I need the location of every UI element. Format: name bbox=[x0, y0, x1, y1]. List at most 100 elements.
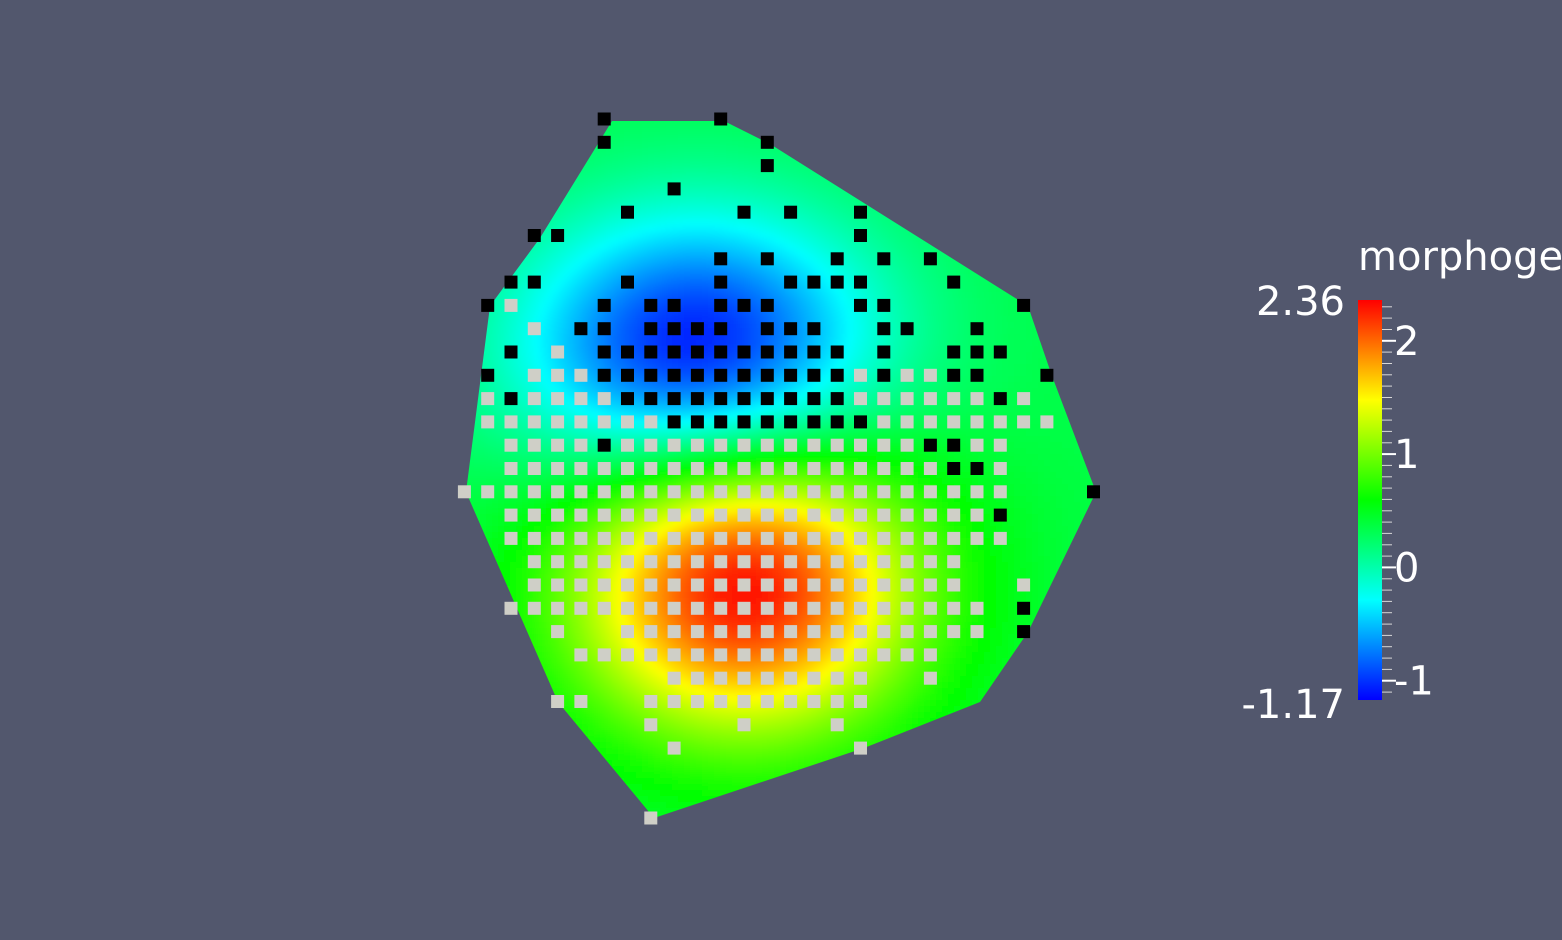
cell-grey bbox=[644, 625, 658, 639]
cell-grey bbox=[737, 648, 751, 662]
cell-grey bbox=[574, 368, 588, 382]
cell-grey bbox=[481, 415, 495, 429]
cell-grey bbox=[504, 462, 518, 475]
cell-grey bbox=[527, 601, 541, 615]
cell-grey bbox=[644, 555, 658, 569]
cell-grey bbox=[644, 438, 658, 452]
colorbar-gradient bbox=[1358, 300, 1382, 700]
cell-grey bbox=[714, 578, 728, 592]
cell-grey bbox=[854, 601, 867, 615]
cell-black bbox=[714, 298, 728, 312]
cell-grey bbox=[877, 648, 891, 662]
cell-grey bbox=[970, 601, 984, 615]
cell-black bbox=[644, 322, 658, 336]
cell-grey bbox=[807, 625, 821, 639]
cell-black bbox=[737, 345, 751, 359]
cell-black bbox=[1017, 625, 1031, 639]
cell-grey bbox=[504, 531, 518, 545]
cell-grey bbox=[597, 531, 611, 545]
cell-grey bbox=[900, 625, 914, 639]
cell-grey bbox=[644, 508, 658, 522]
cell-grey bbox=[527, 462, 541, 475]
cell-grey bbox=[807, 695, 821, 708]
cell-black bbox=[667, 182, 681, 196]
cell-grey bbox=[690, 485, 704, 499]
cell-grey bbox=[784, 531, 798, 545]
cell-grey bbox=[667, 531, 681, 545]
cell-grey bbox=[807, 508, 821, 522]
colorbar-tick-label: -1 bbox=[1394, 659, 1434, 705]
cell-grey bbox=[597, 485, 611, 499]
cell-grey bbox=[830, 508, 844, 522]
cell-grey bbox=[667, 671, 681, 685]
cell-grey bbox=[784, 508, 798, 522]
cell-grey bbox=[760, 695, 774, 708]
cell-grey bbox=[551, 695, 565, 708]
cell-grey bbox=[690, 555, 704, 569]
cell-grey bbox=[877, 578, 891, 592]
cell-black bbox=[737, 415, 751, 429]
cell-black bbox=[1017, 298, 1031, 312]
cell-grey bbox=[621, 462, 634, 475]
cell-grey bbox=[900, 508, 914, 522]
cell-grey bbox=[737, 438, 751, 452]
cell-grey bbox=[527, 485, 541, 499]
cell-grey bbox=[574, 578, 588, 592]
cell-black bbox=[644, 298, 658, 312]
cell-grey bbox=[854, 578, 867, 592]
cell-black bbox=[667, 345, 681, 359]
cell-grey bbox=[900, 438, 914, 452]
cell-grey bbox=[690, 462, 704, 475]
cell-black bbox=[597, 368, 611, 382]
cell-grey bbox=[527, 438, 541, 452]
cell-grey bbox=[923, 462, 937, 475]
cell-grey bbox=[877, 415, 891, 429]
cell-grey bbox=[807, 438, 821, 452]
cell-grey bbox=[457, 485, 471, 499]
colorbar-max-label: 2.36 bbox=[1256, 279, 1345, 325]
cell-grey bbox=[947, 555, 961, 569]
cell-grey bbox=[877, 392, 891, 406]
cell-grey bbox=[923, 392, 937, 406]
cell-black bbox=[877, 252, 891, 266]
cell-grey bbox=[667, 741, 681, 755]
cell-grey bbox=[644, 811, 658, 825]
cell-grey bbox=[644, 578, 658, 592]
cell-grey bbox=[714, 531, 728, 545]
cell-grey bbox=[551, 438, 565, 452]
cell-grey bbox=[481, 485, 495, 499]
cell-black bbox=[481, 298, 495, 312]
cell-grey bbox=[760, 601, 774, 615]
cell-black bbox=[690, 415, 704, 429]
cell-black bbox=[900, 322, 914, 336]
cell-grey bbox=[923, 368, 937, 382]
cell-black bbox=[970, 368, 984, 382]
cell-grey bbox=[993, 438, 1007, 452]
cell-black bbox=[807, 322, 821, 336]
cell-black bbox=[621, 205, 634, 219]
cell-grey bbox=[900, 648, 914, 662]
cell-grey bbox=[667, 601, 681, 615]
cell-grey bbox=[830, 555, 844, 569]
cell-grey bbox=[760, 625, 774, 639]
cell-grey bbox=[900, 555, 914, 569]
cell-grey bbox=[690, 671, 704, 685]
cell-grey bbox=[527, 392, 541, 406]
cell-grey bbox=[737, 671, 751, 685]
cell-grey bbox=[830, 718, 844, 732]
cell-black bbox=[667, 368, 681, 382]
cell-black bbox=[690, 345, 704, 359]
cell-black bbox=[784, 205, 798, 219]
cell-grey bbox=[807, 671, 821, 685]
cell-grey bbox=[597, 392, 611, 406]
cell-black bbox=[667, 322, 681, 336]
cell-black bbox=[947, 438, 961, 452]
morphogen-field bbox=[466, 121, 1096, 818]
cell-black bbox=[760, 415, 774, 429]
cell-grey bbox=[923, 671, 937, 685]
cell-black bbox=[714, 392, 728, 406]
cell-grey bbox=[551, 601, 565, 615]
cell-black bbox=[993, 508, 1007, 522]
cell-grey bbox=[784, 438, 798, 452]
cell-black bbox=[644, 392, 658, 406]
